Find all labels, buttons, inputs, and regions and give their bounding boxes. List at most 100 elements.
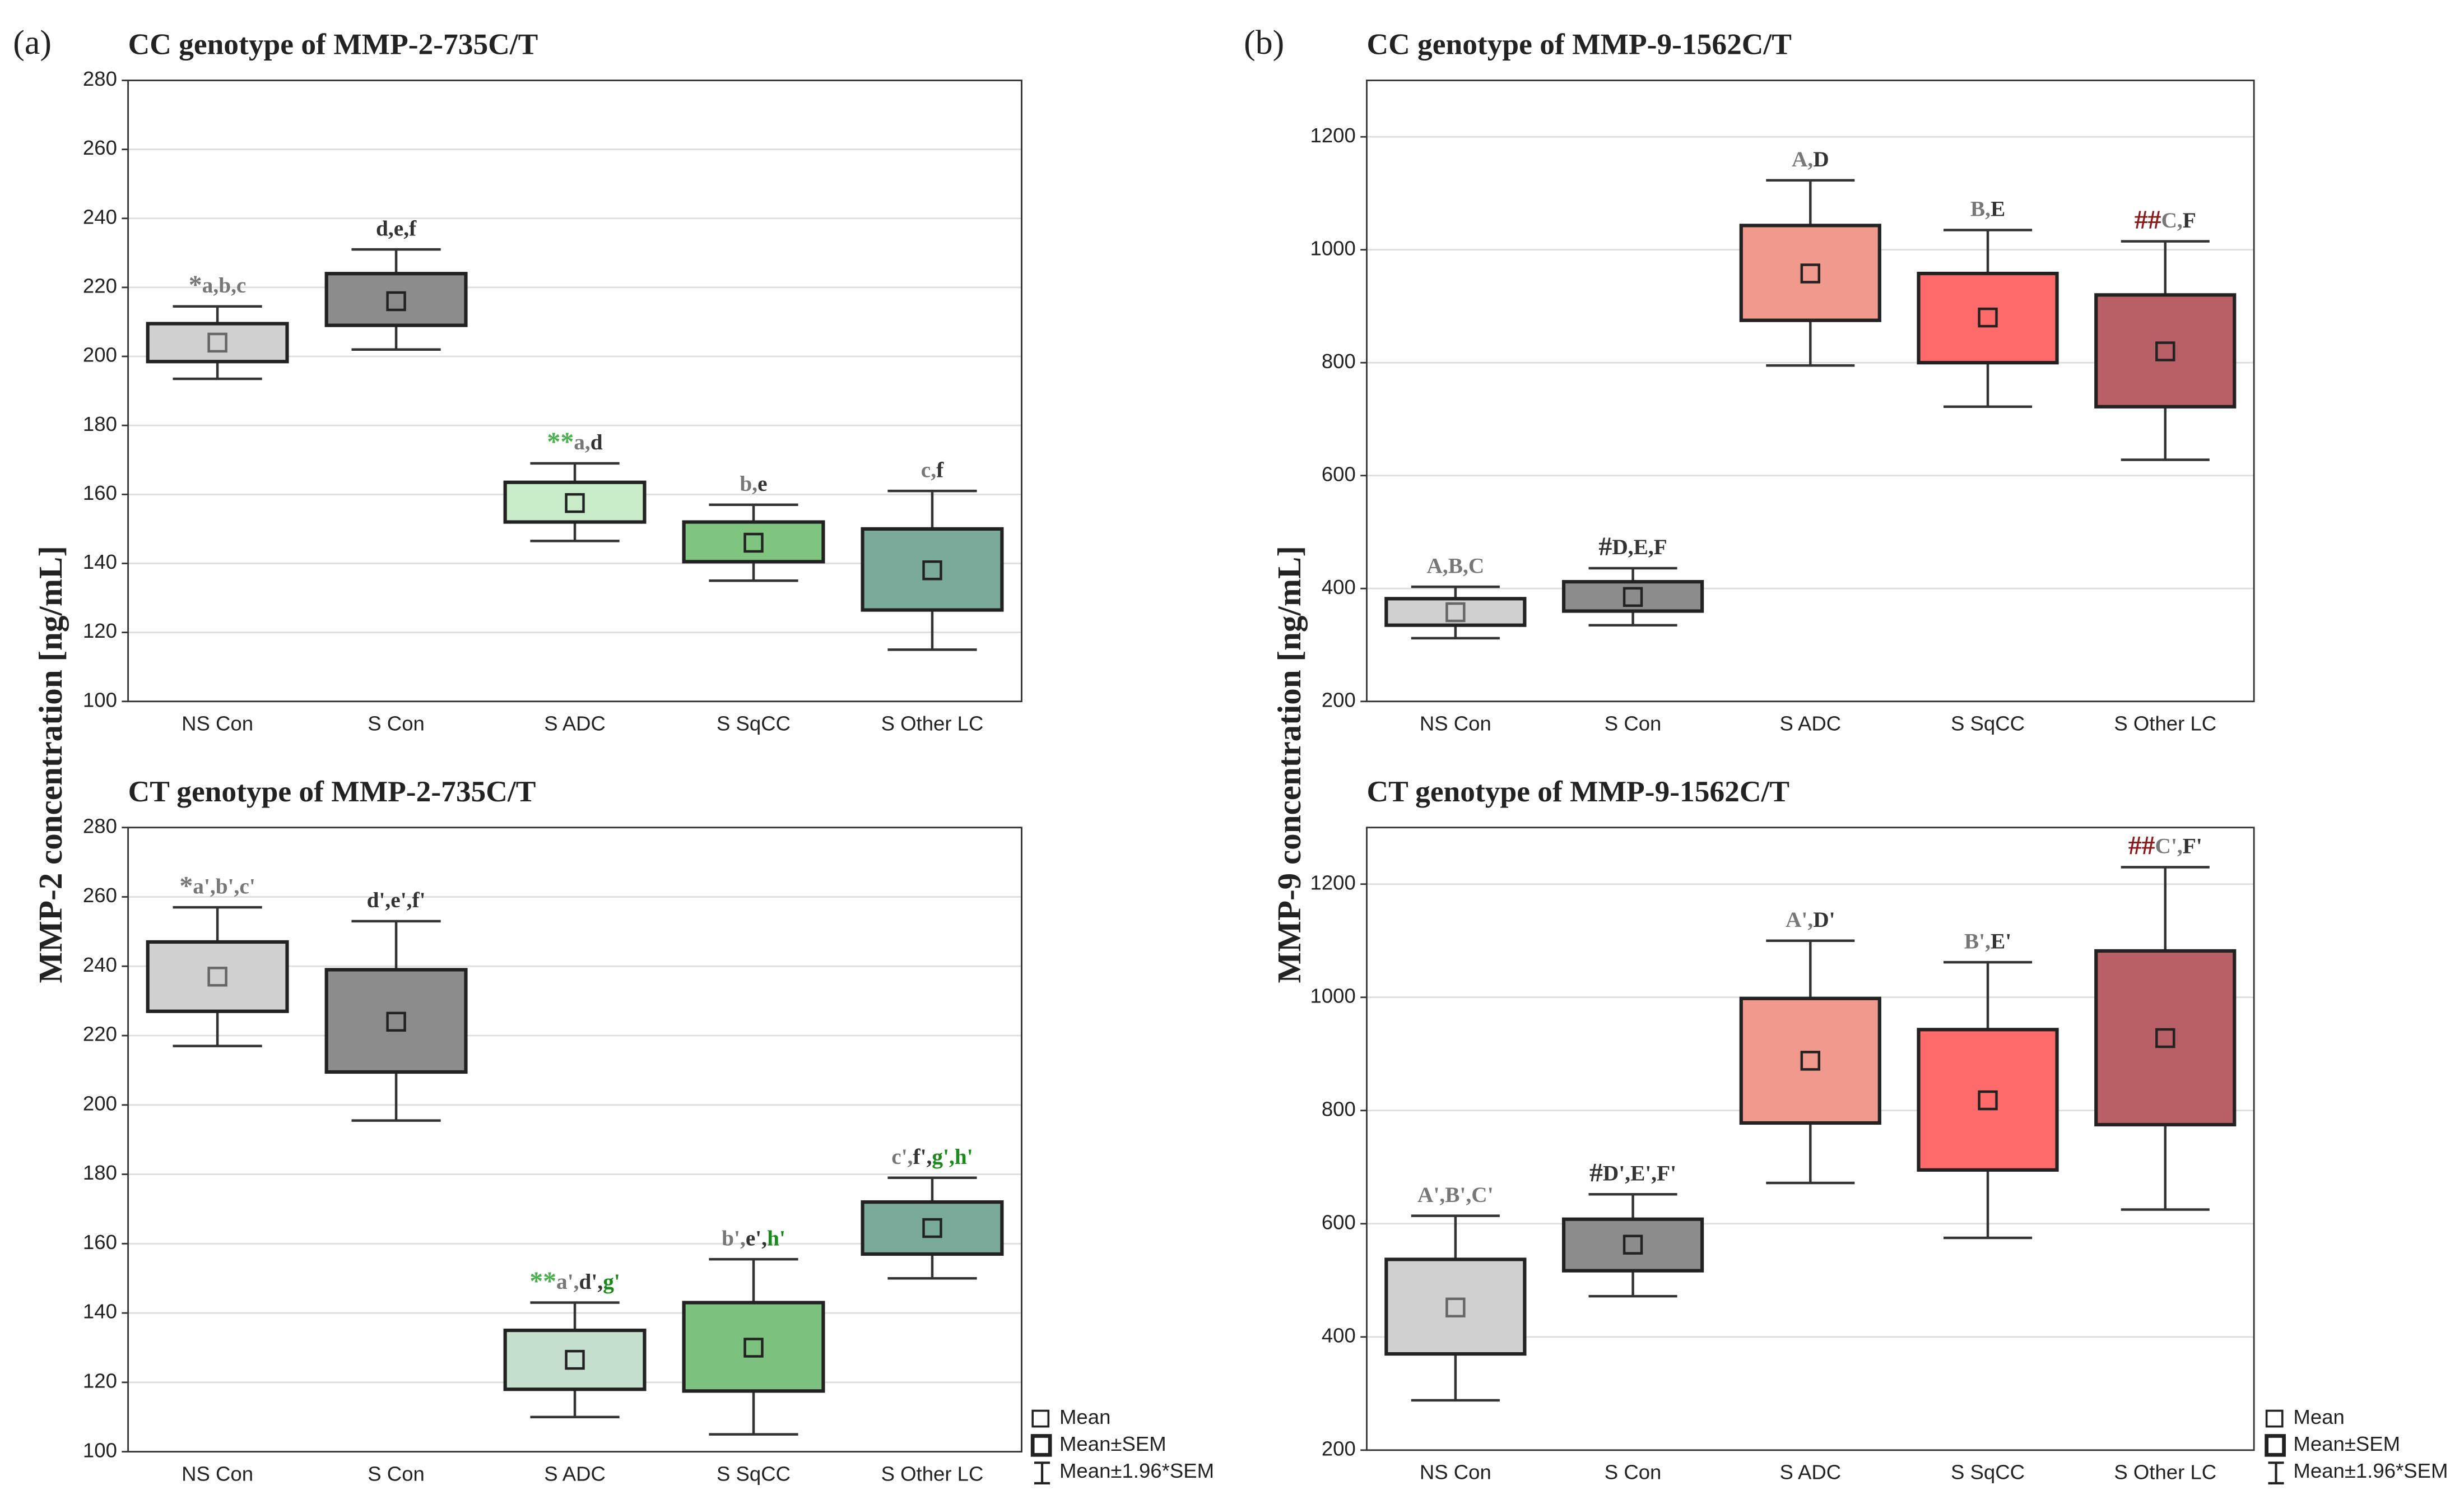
panel-label: (b) bbox=[1244, 24, 1284, 62]
annotation: d,e,f bbox=[376, 216, 417, 240]
y-tick-label: 800 bbox=[1322, 350, 1356, 373]
mean-marker bbox=[2155, 1028, 2175, 1048]
legend-sem-icon bbox=[1030, 1434, 1052, 1457]
y-axis-label: MMP-9 concentration [ng/mL] bbox=[1271, 546, 1308, 983]
annotation-part: d bbox=[591, 430, 603, 454]
chart-title: CT genotype of MMP-9-1562C/T bbox=[1366, 774, 1789, 808]
panel-label: (a) bbox=[13, 24, 52, 62]
y-tick-label: 240 bbox=[83, 953, 117, 976]
annotation: **a,d bbox=[547, 427, 602, 457]
y-tick-label: 180 bbox=[83, 412, 117, 435]
x-tick-label: S Other LC bbox=[881, 1462, 984, 1485]
mean-marker bbox=[743, 1338, 764, 1358]
annotation: A,D bbox=[1792, 147, 1829, 171]
mean-marker bbox=[207, 332, 227, 353]
mean-marker bbox=[922, 1218, 942, 1238]
x-tick-label: S SqCC bbox=[1951, 1461, 2025, 1484]
legend-label: Mean±1.96*SEM bbox=[1059, 1459, 1214, 1482]
legend-label: Mean bbox=[1059, 1405, 1110, 1428]
annotation-part: F bbox=[2183, 208, 2196, 233]
annotation-part: b, bbox=[740, 471, 757, 496]
y-tick-label: 1200 bbox=[1310, 124, 1355, 147]
annotation: A',D' bbox=[1786, 907, 1835, 932]
mean-marker bbox=[1445, 602, 1466, 623]
annotation-part: * bbox=[189, 270, 202, 300]
plot-frame bbox=[127, 80, 1022, 703]
annotation-part: f', bbox=[913, 1144, 932, 1169]
mean-marker bbox=[1800, 1051, 1821, 1071]
plot-frame bbox=[1366, 827, 2255, 1451]
x-tick-label: S SqCC bbox=[717, 1462, 791, 1485]
y-tick-label: 1200 bbox=[1310, 871, 1355, 894]
box bbox=[324, 272, 468, 327]
legend-label: Mean±SEM bbox=[1059, 1432, 1166, 1455]
mean-marker bbox=[565, 493, 585, 513]
annotation-part: C, bbox=[2161, 208, 2182, 233]
x-tick-label: NS Con bbox=[182, 1462, 253, 1485]
annotation-part: D',E',F' bbox=[1603, 1161, 1676, 1186]
mean-marker bbox=[207, 967, 227, 987]
mean-marker bbox=[1978, 1090, 1998, 1111]
annotation-part: a, bbox=[574, 430, 591, 454]
annotation-part: d',e',f' bbox=[367, 888, 426, 912]
annotation: ##C,F bbox=[2135, 205, 2196, 235]
annotation-part: E bbox=[1991, 197, 2005, 221]
legend-label: Mean bbox=[2293, 1405, 2344, 1428]
annotation: ##C',F' bbox=[2128, 831, 2202, 861]
x-tick-label: S ADC bbox=[544, 712, 606, 735]
y-tick-label: 1000 bbox=[1310, 984, 1355, 1007]
y-tick-label: 200 bbox=[1322, 1437, 1356, 1460]
box bbox=[682, 520, 825, 564]
box bbox=[1561, 1217, 1704, 1273]
legend-mean-icon bbox=[2265, 1409, 2284, 1428]
box bbox=[324, 968, 468, 1074]
annotation-part: A',B',C' bbox=[1417, 1182, 1494, 1207]
annotation-part: # bbox=[1598, 532, 1612, 561]
y-tick-label: 600 bbox=[1322, 462, 1356, 485]
y-tick-label: 200 bbox=[1322, 688, 1356, 711]
box bbox=[2094, 949, 2237, 1127]
y-tick-label: 1000 bbox=[1310, 236, 1355, 259]
legend-label: Mean±SEM bbox=[2293, 1432, 2400, 1455]
y-tick-label: 260 bbox=[83, 884, 117, 907]
y-tick-label: 220 bbox=[83, 275, 117, 298]
y-tick-label: 280 bbox=[83, 67, 117, 90]
box bbox=[682, 1301, 825, 1393]
y-tick-label: 120 bbox=[83, 619, 117, 642]
annotation-part: a',b',c' bbox=[193, 874, 255, 898]
annotation: A,B,C bbox=[1426, 553, 1484, 578]
annotation-part: ## bbox=[2135, 205, 2161, 235]
y-tick-label: 800 bbox=[1322, 1097, 1356, 1120]
x-tick-label: S SqCC bbox=[1951, 712, 2025, 735]
annotation-part: A', bbox=[1786, 907, 1813, 932]
y-tick-label: 140 bbox=[83, 1300, 117, 1323]
y-tick-label: 220 bbox=[83, 1023, 117, 1046]
plot-frame bbox=[127, 827, 1022, 1453]
y-tick-label: 200 bbox=[83, 344, 117, 366]
box bbox=[146, 322, 289, 364]
annotation: *a',b',c' bbox=[179, 871, 255, 901]
annotation-part: ** bbox=[529, 1266, 556, 1296]
annotation: b',e',h' bbox=[722, 1226, 785, 1250]
y-tick-label: 120 bbox=[83, 1370, 117, 1393]
annotation: *a,b,c bbox=[189, 270, 247, 300]
legend-ci-icon bbox=[1034, 1461, 1050, 1484]
x-tick-label: S Con bbox=[1605, 1461, 1662, 1484]
annotation: b,e bbox=[740, 471, 767, 496]
box bbox=[1739, 224, 1881, 322]
box bbox=[1917, 271, 2059, 365]
box bbox=[1917, 1028, 2059, 1172]
annotation: d',e',f' bbox=[367, 888, 426, 912]
annotation-part: c, bbox=[921, 457, 936, 482]
annotation-part: A,B,C bbox=[1426, 553, 1484, 578]
y-tick-label: 400 bbox=[1322, 576, 1356, 598]
mean-marker bbox=[1622, 1235, 1643, 1255]
mean-marker bbox=[386, 1011, 406, 1032]
mean-marker bbox=[2155, 341, 2175, 361]
box bbox=[503, 480, 647, 524]
box bbox=[861, 1200, 1004, 1256]
annotation-part: # bbox=[1589, 1158, 1603, 1187]
plot-frame bbox=[1366, 80, 2255, 703]
x-tick-label: S Con bbox=[1605, 712, 1662, 735]
